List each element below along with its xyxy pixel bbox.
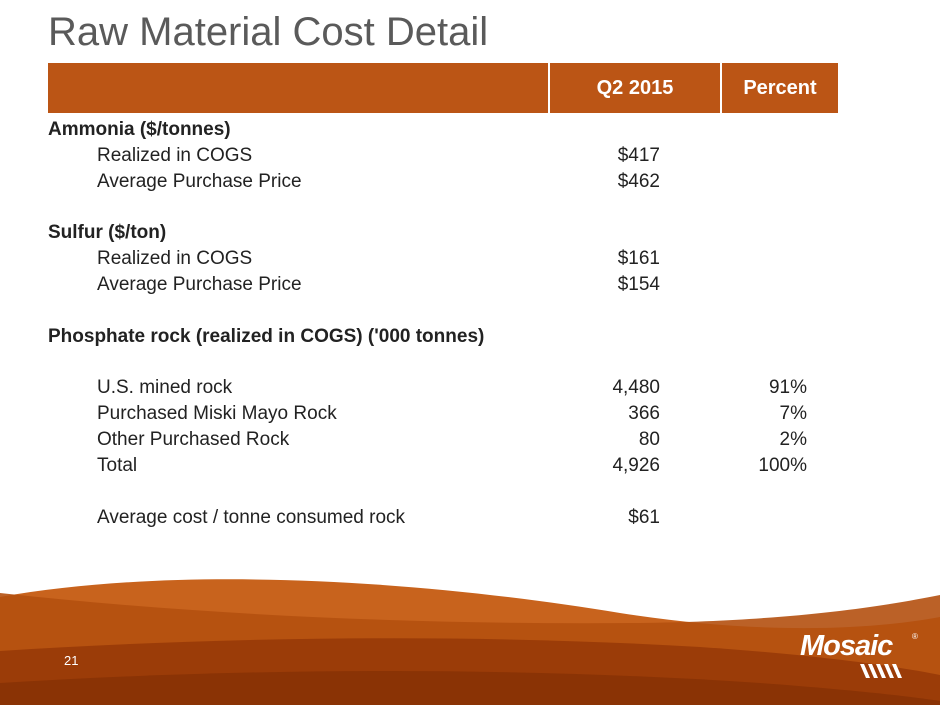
logo-stripes-icon xyxy=(860,664,902,678)
table-row: Realized in COGS $417 xyxy=(0,145,940,171)
row-q2-value: $161 xyxy=(617,248,660,269)
row-label: Average cost / tonne consumed rock xyxy=(97,507,406,528)
registered-mark: ® xyxy=(912,632,918,641)
table-row: Other Purchased Rock 80 2% xyxy=(0,429,940,455)
row-percent-value: 91% xyxy=(768,377,807,398)
page-number: 21 xyxy=(64,653,79,668)
table-row: U.S. mined rock 4,480 91% xyxy=(0,377,940,403)
table-row: Average cost / tonne consumed rock $61 xyxy=(0,507,940,533)
header-divider xyxy=(548,63,550,113)
table-row: Purchased Miski Mayo Rock 366 7% xyxy=(0,403,940,429)
row-label: Purchased Miski Mayo Rock xyxy=(97,403,337,424)
row-q2-value: $462 xyxy=(617,171,660,192)
header-percent: Percent xyxy=(743,76,817,99)
row-label: Average Purchase Price xyxy=(97,274,302,295)
row-percent-value: 7% xyxy=(779,403,807,424)
mosaic-logo: Mosaic ® xyxy=(800,628,920,684)
row-label: Phosphate rock (realized in COGS) ('000 … xyxy=(48,326,485,347)
row-label: Realized in COGS xyxy=(97,248,253,269)
slide-title: Raw Material Cost Detail xyxy=(48,10,489,54)
row-label: U.S. mined rock xyxy=(97,377,233,398)
row-label: Average Purchase Price xyxy=(97,171,302,192)
row-q2-value: 4,480 xyxy=(612,377,660,398)
row-q2-value: $154 xyxy=(617,274,660,295)
table-row: Average Purchase Price $154 xyxy=(0,274,940,300)
row-q2-value: $417 xyxy=(617,145,660,166)
table-row: Average Purchase Price $462 xyxy=(0,171,940,197)
row-label: Total xyxy=(97,455,138,476)
row-q2-value: 4,926 xyxy=(612,455,660,476)
table-row: Phosphate rock (realized in COGS) ('000 … xyxy=(0,326,940,352)
table-row xyxy=(0,197,940,223)
decorative-wave-background xyxy=(0,579,940,705)
row-label: Sulfur ($/ton) xyxy=(48,222,167,243)
table-row xyxy=(0,481,940,507)
row-label: Realized in COGS xyxy=(97,145,253,166)
header-q2-2015: Q2 2015 xyxy=(596,76,674,99)
row-percent-value: 100% xyxy=(758,455,807,476)
row-q2-value: 366 xyxy=(628,403,660,424)
table-row: Total 4,926 100% xyxy=(0,455,940,481)
table-header-bar: Q2 2015 Percent xyxy=(48,63,838,113)
table-row: Ammonia ($/tonnes) xyxy=(0,119,940,145)
table-row xyxy=(0,300,940,326)
header-blank-cell xyxy=(48,63,548,113)
logo-wordmark: Mosaic xyxy=(800,630,893,662)
header-divider xyxy=(720,63,722,113)
row-q2-value: $61 xyxy=(628,507,660,528)
table-row xyxy=(0,352,940,378)
row-percent-value: 2% xyxy=(779,429,807,450)
row-label: Ammonia ($/tonnes) xyxy=(48,119,231,140)
row-q2-value: 80 xyxy=(638,429,660,450)
row-label: Other Purchased Rock xyxy=(97,429,290,450)
table-row: Realized in COGS $161 xyxy=(0,248,940,274)
table-row: Sulfur ($/ton) xyxy=(0,222,940,248)
